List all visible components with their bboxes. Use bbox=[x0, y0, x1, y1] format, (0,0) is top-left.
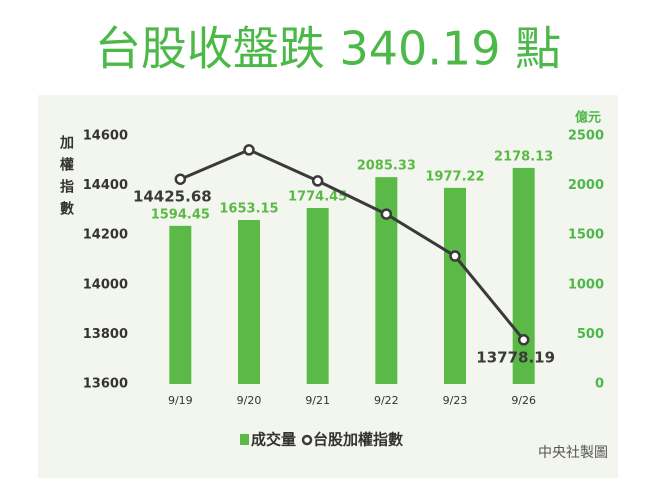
line-point bbox=[243, 144, 255, 156]
bar bbox=[512, 167, 535, 384]
source: 中央社製圖 bbox=[538, 445, 608, 461]
y-tick-label: 14200 bbox=[83, 228, 128, 243]
x-tick-label: 9/19 bbox=[168, 394, 193, 407]
y-tick-label: 14000 bbox=[83, 277, 128, 292]
y-tick-label: 14400 bbox=[83, 178, 128, 193]
x-tick-label: 9/22 bbox=[374, 394, 399, 407]
line-point bbox=[311, 175, 324, 187]
y2-tick-label: 1000 bbox=[568, 277, 604, 292]
legend-label: 台股加權指數 bbox=[313, 431, 403, 449]
y-tick-label: 14600 bbox=[83, 129, 128, 144]
x-tick-label: 9/21 bbox=[305, 394, 330, 407]
y-tick-label: 13600 bbox=[83, 377, 128, 392]
bar-value-label: 1774.45 bbox=[288, 189, 347, 204]
line bbox=[179, 148, 525, 341]
y2-axis-label: 億元 bbox=[575, 110, 601, 126]
line-point bbox=[449, 250, 461, 262]
bar-value-label: 2178.13 bbox=[494, 149, 553, 164]
x-tick-label: 9/26 bbox=[511, 394, 536, 407]
line-value-label: 13778.19 bbox=[476, 348, 555, 366]
bar-value-label: 1977.22 bbox=[425, 169, 484, 184]
line-point bbox=[174, 173, 187, 185]
bar-value-label: 1653.15 bbox=[219, 202, 278, 217]
legend-swatch bbox=[301, 434, 313, 446]
x-tick-label: 9/23 bbox=[443, 394, 468, 407]
line-point bbox=[517, 334, 530, 346]
y2-tick-label: 2500 bbox=[568, 129, 604, 144]
legend-label: 成交量 bbox=[251, 431, 296, 449]
bar-value-label: 2085.33 bbox=[357, 159, 416, 174]
y2-tick-label: 1500 bbox=[568, 228, 604, 243]
line-value-label: 14425.68 bbox=[133, 188, 212, 206]
x-tick-label: 9/20 bbox=[237, 394, 262, 407]
bar bbox=[375, 177, 398, 384]
y2-tick-label: 2000 bbox=[568, 178, 604, 193]
y-axis-label: 加權指數 bbox=[58, 135, 75, 223]
bar bbox=[238, 220, 260, 384]
bar-value-label: 1594.45 bbox=[151, 207, 210, 222]
bar bbox=[169, 225, 192, 384]
y2-tick-label: 500 bbox=[577, 327, 604, 342]
line-point bbox=[380, 208, 393, 220]
legend-swatch bbox=[240, 434, 249, 445]
bar bbox=[444, 187, 466, 384]
chart-title: 台股收盤跌 340.19 點 bbox=[95, 22, 561, 76]
y-tick-label: 13800 bbox=[83, 327, 128, 342]
y2-tick-label: 0 bbox=[595, 377, 604, 392]
bar bbox=[306, 207, 329, 384]
